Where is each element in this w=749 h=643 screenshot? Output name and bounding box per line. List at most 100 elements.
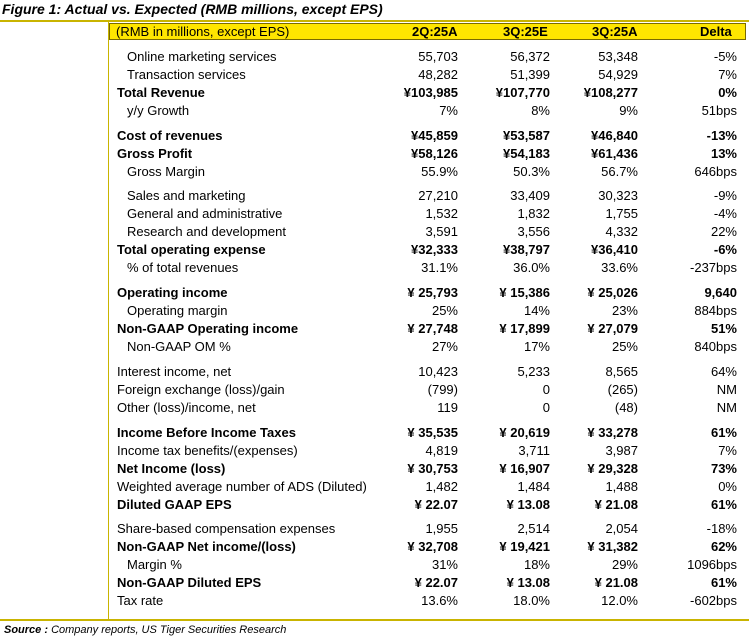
header-col-3q25e: 3Q:25E: [503, 24, 548, 39]
row-label: Transaction services: [127, 67, 246, 82]
value-3q25a: 3,987: [605, 443, 638, 458]
table-row: Transaction services 48,282 51,399 54,929 7%: [0, 66, 749, 84]
value-2q25a: ¥ 22.07: [414, 497, 458, 512]
value-3q25a: 9%: [619, 103, 638, 118]
value-2q25a: 31.1%: [421, 260, 458, 275]
value-2q25a: 119: [437, 400, 458, 415]
value-delta: -9%: [713, 188, 737, 203]
value-3q25a: (48): [614, 400, 638, 415]
row-label: Non-GAAP Net income/(loss): [117, 539, 296, 554]
value-delta: 61%: [710, 497, 737, 512]
value-2q25a: 48,282: [418, 67, 458, 82]
value-delta: 61%: [710, 575, 737, 590]
source-note: Source : Company reports, US Tiger Secur…: [4, 622, 286, 638]
table-row: Margin % 31% 18% 29% 1096bps: [0, 556, 749, 574]
row-label: Foreign exchange (loss)/gain: [117, 382, 285, 397]
value-3q25a: 2,054: [605, 521, 638, 536]
value-delta: 840bps: [694, 339, 737, 354]
value-3q25a: 1,488: [605, 479, 638, 494]
table-row: Operating margin 25% 14% 23% 884bps: [0, 302, 749, 320]
value-delta: 22%: [710, 224, 737, 239]
value-delta: 884bps: [694, 303, 737, 318]
value-2q25a: 10,423: [418, 364, 458, 379]
value-3q25a: 33.6%: [601, 260, 638, 275]
value-3q25a: ¥ 33,278: [587, 425, 638, 440]
value-delta: 646bps: [694, 164, 737, 179]
value-3q25e: 18.0%: [513, 593, 550, 608]
value-3q25a: ¥ 29,328: [587, 461, 638, 476]
value-delta: 1096bps: [687, 557, 737, 572]
value-3q25a: 56.7%: [601, 164, 638, 179]
figure-title: Figure 1: Actual vs. Expected (RMB milli…: [2, 1, 383, 17]
value-delta: NM: [716, 400, 737, 415]
value-delta: -6%: [713, 242, 737, 257]
value-2q25a: ¥ 30,753: [407, 461, 458, 476]
value-3q25e: ¥ 15,386: [499, 285, 550, 300]
table-row: Share-based compensation expenses 1,955 2,…: [0, 520, 749, 538]
table-row: Research and development 3,591 3,556 4,332 2…: [0, 223, 749, 241]
value-3q25a: ¥ 21.08: [594, 575, 638, 590]
value-3q25e: 36.0%: [513, 260, 550, 275]
value-delta: -237bps: [690, 260, 737, 275]
value-3q25e: 8%: [531, 103, 550, 118]
table-header: (RMB in millions, except EPS) 2Q:25A 3Q:…: [109, 23, 746, 40]
value-3q25a: ¥ 31,382: [587, 539, 638, 554]
value-2q25a: 1,532: [425, 206, 458, 221]
row-label: Non-GAAP Operating income: [117, 321, 299, 336]
table-row: Weighted average number of ADS (Diluted)…: [0, 478, 749, 496]
row-label: Non-GAAP OM %: [127, 339, 231, 354]
value-3q25e: 1,832: [517, 206, 550, 221]
value-2q25a: 1,482: [425, 479, 458, 494]
value-2q25a: ¥103,985: [403, 85, 458, 100]
value-delta: 51%: [710, 321, 737, 336]
value-3q25a: 54,929: [598, 67, 638, 82]
value-3q25e: ¥54,183: [503, 146, 550, 161]
value-2q25a: 27,210: [418, 188, 458, 203]
value-2q25a: 27%: [431, 339, 458, 354]
row-label: Cost of revenues: [117, 128, 223, 143]
value-3q25a: ¥ 27,079: [587, 321, 638, 336]
value-delta: 64%: [710, 364, 737, 379]
row-label: Total operating expense: [117, 242, 266, 257]
value-2q25a: ¥58,126: [411, 146, 458, 161]
row-label: y/y Growth: [127, 103, 190, 118]
value-3q25e: 56,372: [510, 49, 550, 64]
value-2q25a: 25%: [431, 303, 458, 318]
value-delta: 0%: [718, 85, 737, 100]
value-3q25a: 30,323: [598, 188, 638, 203]
row-label: Sales and marketing: [127, 188, 246, 203]
value-delta: 0%: [718, 479, 737, 494]
value-3q25e: 2,514: [517, 521, 550, 536]
value-3q25a: 12.0%: [601, 593, 638, 608]
value-delta: -5%: [713, 49, 737, 64]
value-2q25a: ¥ 25,793: [407, 285, 458, 300]
value-2q25a: 13.6%: [421, 593, 458, 608]
value-delta: 62%: [710, 539, 737, 554]
row-label: Non-GAAP Diluted EPS: [117, 575, 262, 590]
table-row: Net Income (loss) ¥ 30,753 ¥ 16,907 ¥ 29,32…: [0, 460, 749, 478]
table-row: Diluted GAAP EPS ¥ 22.07 ¥ 13.08 ¥ 21.08 61%: [0, 496, 749, 514]
table-frame: [108, 22, 749, 619]
value-delta: 73%: [710, 461, 737, 476]
row-label: Operating margin: [127, 303, 228, 318]
value-3q25e: 5,233: [517, 364, 550, 379]
value-3q25e: 3,556: [517, 224, 550, 239]
value-delta: -602bps: [690, 593, 737, 608]
value-3q25a: 25%: [611, 339, 638, 354]
row-label: Tax rate: [117, 593, 164, 608]
row-label: Income tax benefits/(expenses): [117, 443, 298, 458]
table-row: Operating income ¥ 25,793 ¥ 15,386 ¥ 25,026…: [0, 284, 749, 302]
row-label: Operating income: [117, 285, 228, 300]
row-label: Total Revenue: [117, 85, 205, 100]
table-row: Non-GAAP Net income/(loss) ¥ 32,708 ¥ 19,4…: [0, 538, 749, 556]
value-2q25a: ¥ 35,535: [407, 425, 458, 440]
table-row: Total operating expense ¥32,333 ¥38,797 ¥36…: [0, 241, 749, 259]
value-3q25a: ¥36,410: [591, 242, 638, 257]
row-label: General and administrative: [127, 206, 283, 221]
value-3q25a: (265): [607, 382, 638, 397]
source-text: Company reports, US Tiger Securities Res…: [51, 624, 287, 636]
table-row: Income tax benefits/(expenses) 4,819 3,711…: [0, 442, 749, 460]
value-3q25e: ¥ 13.08: [506, 497, 550, 512]
value-3q25e: 33,409: [510, 188, 550, 203]
row-label: Gross Margin: [127, 164, 206, 179]
